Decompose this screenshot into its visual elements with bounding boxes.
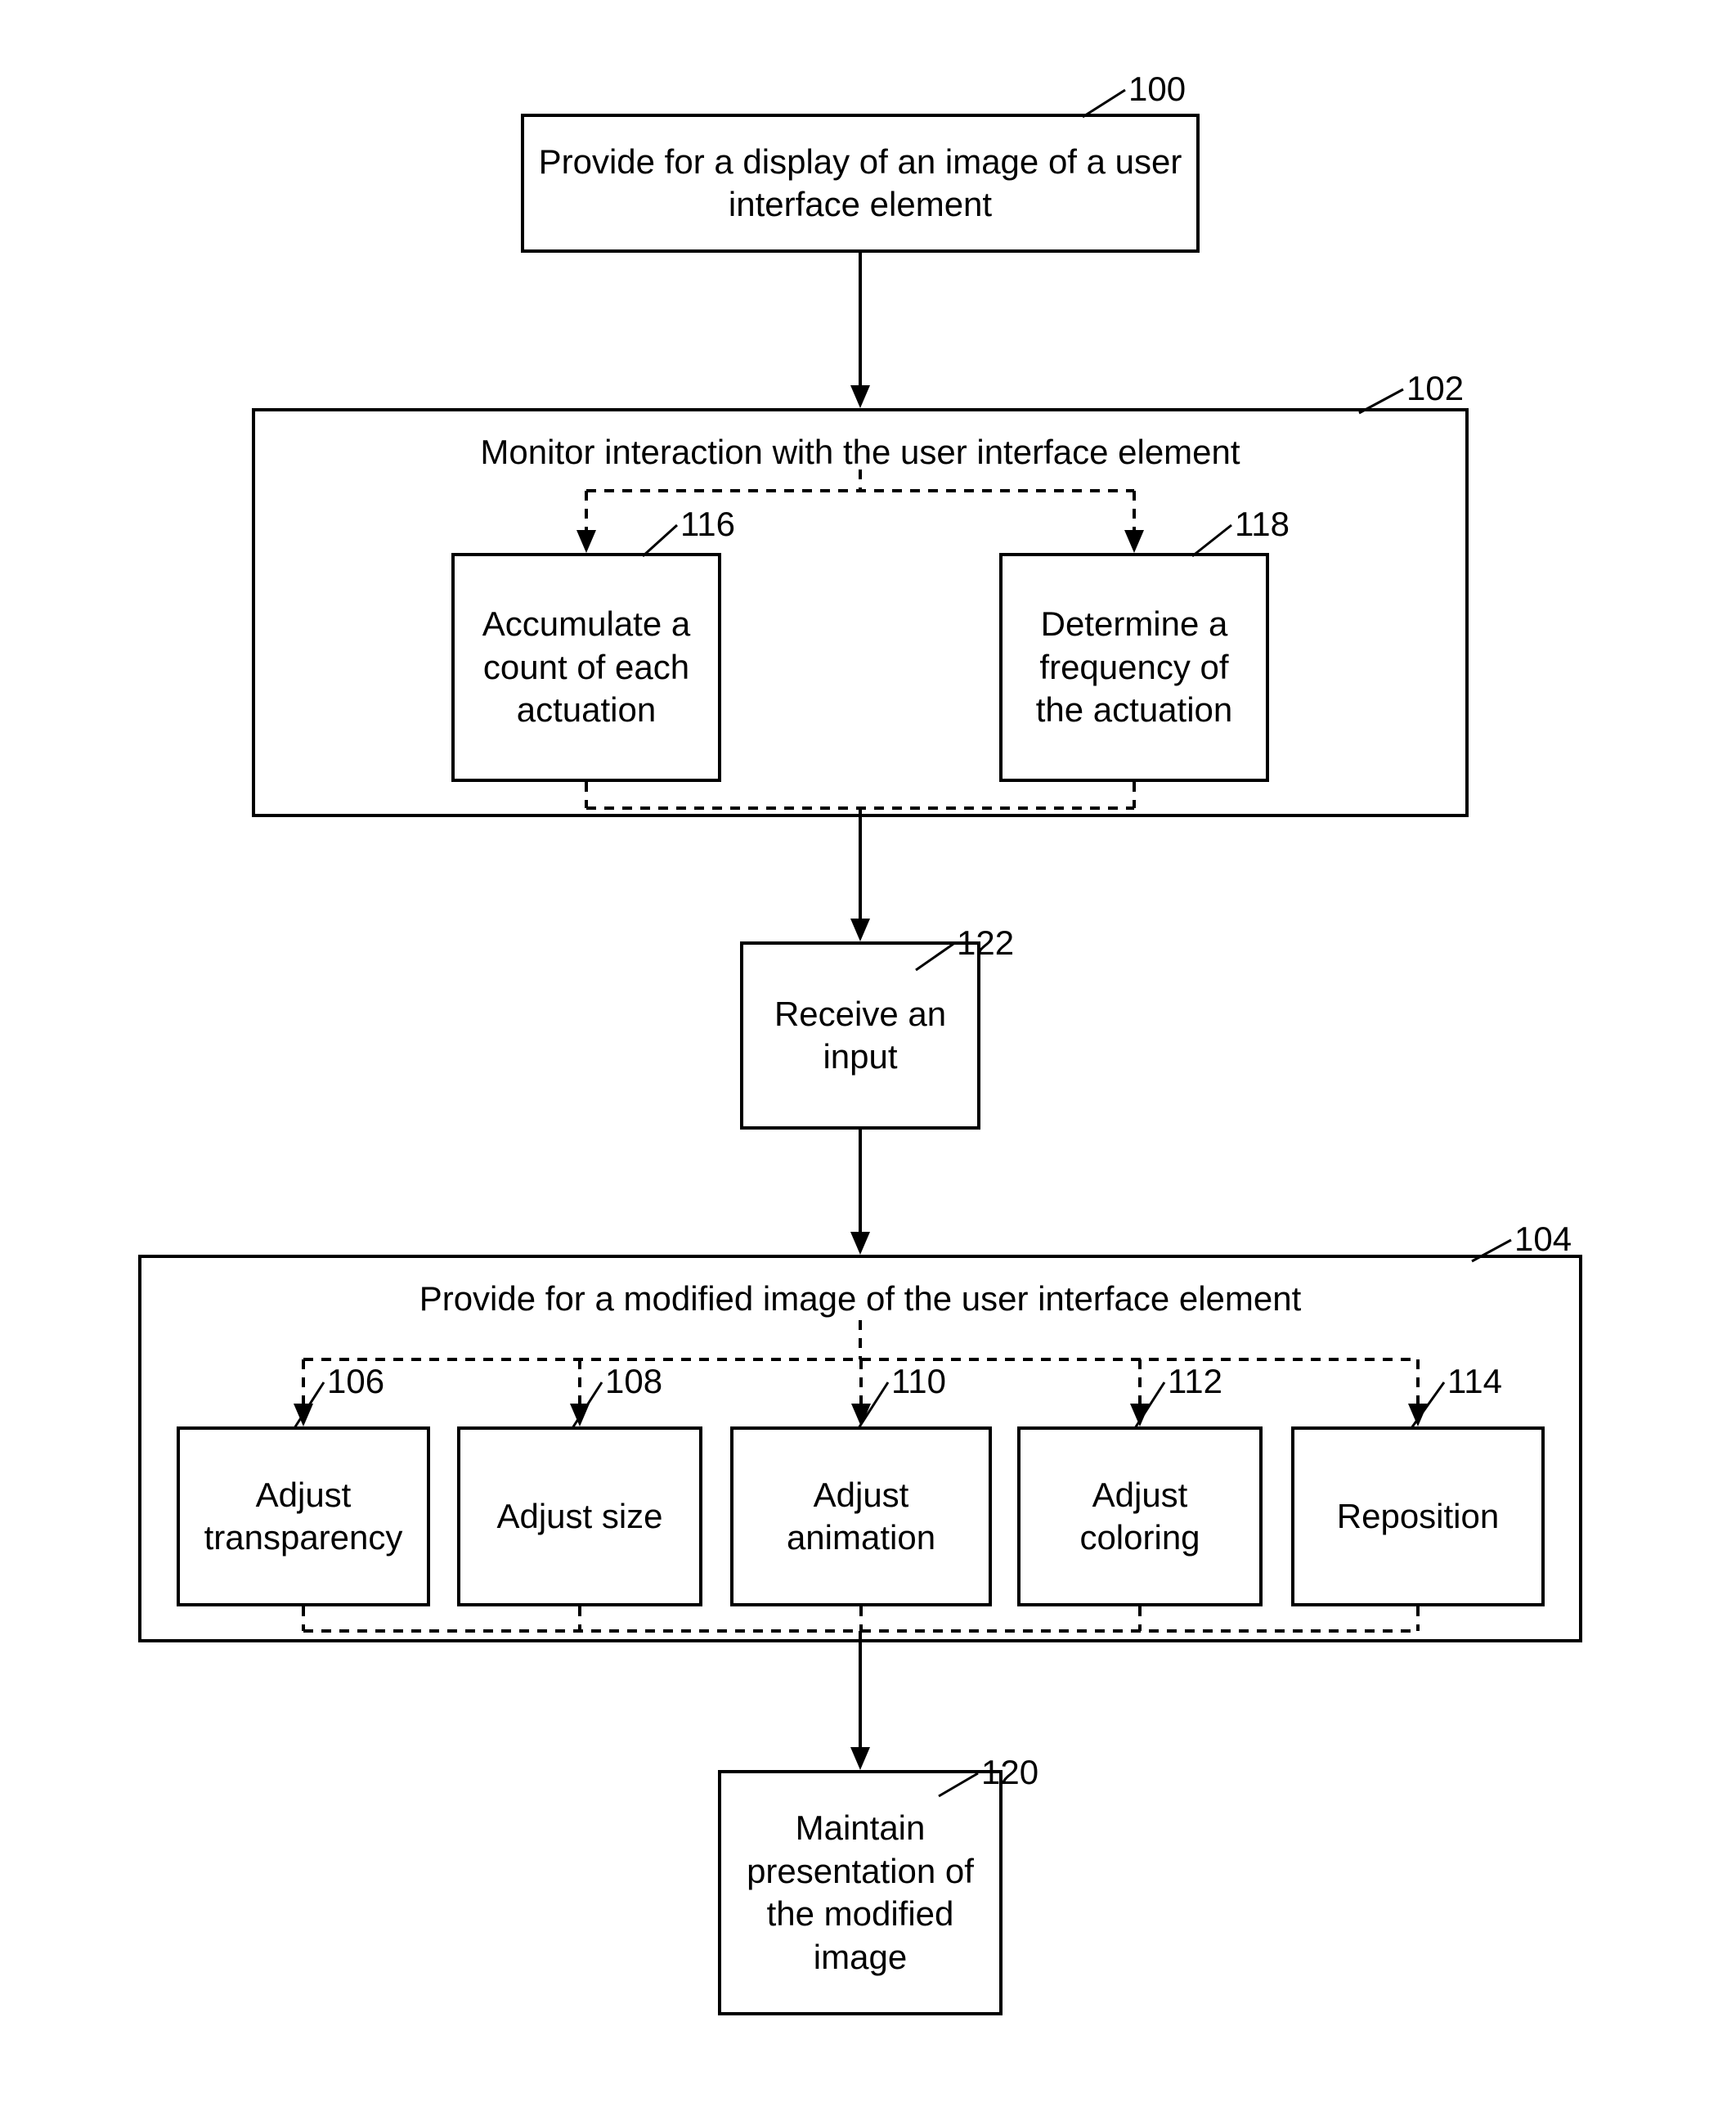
- node-108-text: Adjust size: [496, 1495, 662, 1539]
- ref-label-108: 108: [605, 1364, 662, 1399]
- ref-label-118: 118: [1235, 507, 1290, 541]
- ref-label-104: 104: [1514, 1222, 1572, 1256]
- node-112: Adjust coloring: [1017, 1426, 1263, 1606]
- node-120-text: Maintain presentation of the modified im…: [733, 1807, 988, 1979]
- node-100: Provide for a display of an image of a u…: [521, 114, 1200, 253]
- node-108: Adjust size: [457, 1426, 702, 1606]
- node-110-text: Adjust animation: [745, 1474, 977, 1560]
- node-112-text: Adjust coloring: [1032, 1474, 1248, 1560]
- ref-label-102: 102: [1406, 371, 1464, 406]
- node-118-text: Determine a frequency of the actuation: [1014, 603, 1254, 732]
- node-104-title: Provide for a modified image of the user…: [141, 1278, 1579, 1321]
- ref-label-110: 110: [891, 1364, 946, 1399]
- node-106-text: Adjust transparency: [191, 1474, 415, 1560]
- node-118: Determine a frequency of the actuation: [999, 553, 1269, 782]
- node-116-text: Accumulate a count of each actuation: [466, 603, 707, 732]
- node-122: Receive an input: [740, 941, 980, 1130]
- ref-label-100: 100: [1128, 72, 1186, 106]
- node-102: Monitor interaction with the user interf…: [252, 408, 1469, 817]
- node-106: Adjust transparency: [177, 1426, 430, 1606]
- node-102-title: Monitor interaction with the user interf…: [255, 431, 1465, 474]
- ref-label-114: 114: [1447, 1364, 1502, 1399]
- ref-label-112: 112: [1168, 1364, 1222, 1399]
- node-114: Reposition: [1291, 1426, 1545, 1606]
- ref-label-120: 120: [981, 1755, 1038, 1790]
- flowchart-canvas: Provide for a display of an image of a u…: [0, 0, 1736, 2107]
- node-120: Maintain presentation of the modified im…: [718, 1770, 1003, 2015]
- node-122-text: Receive an input: [755, 993, 966, 1079]
- node-100-text: Provide for a display of an image of a u…: [536, 141, 1185, 227]
- ref-label-116: 116: [680, 507, 735, 541]
- ref-label-106: 106: [327, 1364, 384, 1399]
- node-116: Accumulate a count of each actuation: [451, 553, 721, 782]
- ref-label-122: 122: [957, 926, 1014, 960]
- node-114-text: Reposition: [1337, 1495, 1499, 1539]
- node-110: Adjust animation: [730, 1426, 992, 1606]
